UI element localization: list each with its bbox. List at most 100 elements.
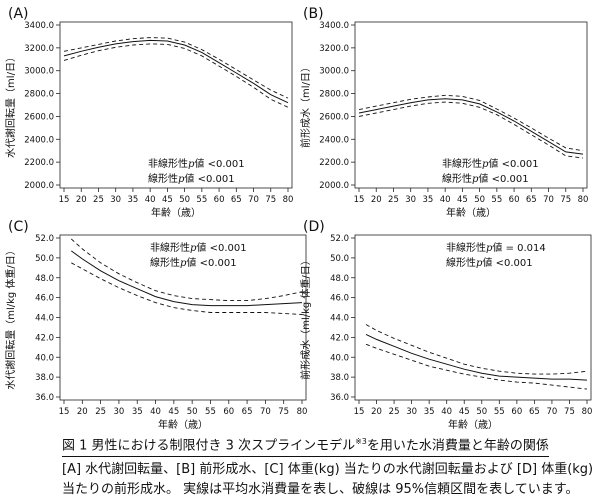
panel-3-y-tick-label: 50.0 (35, 254, 54, 264)
caption-title-sup: ※3 (355, 437, 367, 446)
panel-4-y-tick-label: 42.0 (330, 333, 349, 343)
panel-2-x-tick-label: 65 (526, 195, 537, 205)
panel-2-x-tick-label: 45 (457, 195, 468, 205)
figure-caption: 図 1 男性における制限付き 3 次スプラインモデル※3を用いた水消費量と年齢の… (62, 433, 602, 500)
panel-3-x-tick-label: 35 (132, 407, 143, 417)
panel-4-x-tick-label: 65 (529, 407, 540, 417)
panel-2-plot-frame (354, 21, 588, 189)
panel-2-annotation-2: 線形性p値 <0.001 (442, 172, 529, 185)
panel-2-y-tick-label: 2000.0 (319, 181, 349, 191)
panel-3-label: (C) (8, 219, 29, 235)
panel-4-ci-line-1 (365, 324, 588, 375)
panel-1-y-tick-label: 3200.0 (24, 44, 54, 54)
panel-4-x-tick-label: 30 (406, 407, 417, 417)
figure-panels: (A) 2000.0 2200.0 2400.0 2600.0 2800.0 3000.0 3… (4, 6, 593, 430)
panel-3-y-axis-label: 水代謝回転量（ml/kg 体重/日） (4, 245, 17, 390)
panel-2-x-tick-label: 75 (560, 195, 571, 205)
panel-3-x-tick-label: 20 (77, 407, 88, 417)
panel-4-x-axis-label: 年齢（歳） (448, 418, 498, 430)
panel-4-x-tick-label: 40 (441, 407, 452, 417)
panel-3-y-tick-label: 46.0 (35, 294, 54, 304)
panel-1-y-tick-label: 2000.0 (24, 181, 54, 191)
panel-4-x-tick-label: 15 (354, 407, 365, 417)
panel-4-x-tick-label: 45 (459, 407, 470, 417)
panel-2-x-tick-label: 55 (491, 195, 502, 205)
panel-2-y-axis-label: 前形成水（ml/日） (299, 62, 312, 148)
panel-4-y-axis-label: 前形成水（ml/kg 体重/日） (299, 255, 312, 380)
panel-1-y-tick-label: 2400.0 (24, 135, 54, 145)
panel-3-y-tick-label: 42.0 (35, 333, 54, 343)
panel-2-x-tick-label: 60 (509, 195, 520, 205)
panel-1-x-tick-label: 45 (162, 195, 173, 205)
panel-2-x-tick-label: 15 (354, 195, 365, 205)
panel-2-annotation-1: 非線形性p値 <0.001 (442, 157, 539, 170)
panel-2-y-tick-label: 2800.0 (319, 90, 349, 100)
panel-4-x-tick-label: 55 (494, 407, 505, 417)
panel-3-x-tick-label: 15 (59, 407, 70, 417)
panel-3-y-tick-label: 48.0 (35, 274, 54, 284)
panel-3-y-tick-label: 36.0 (35, 393, 54, 403)
panel-1-x-tick-label: 20 (76, 195, 87, 205)
panel-2-y-tick-label: 2400.0 (319, 135, 349, 145)
panel-4-y-tick-label: 46.0 (330, 294, 349, 304)
panel-3-x-tick-label: 30 (114, 407, 125, 417)
panel-1-y-tick-label: 2600.0 (24, 112, 54, 122)
panel-4-x-tick-label: 70 (547, 407, 558, 417)
panel-2-x-tick-label: 50 (474, 195, 485, 205)
panel-1-ci-line-2 (63, 43, 289, 108)
panel-3-x-tick-label: 80 (297, 407, 308, 417)
panel-3-x-tick-label: 45 (168, 407, 179, 417)
panel-4-annotation-1: 非線形性p値 = 0.014 (446, 241, 546, 254)
panel-3-x-tick-label: 75 (278, 407, 289, 417)
panel-2-x-tick-label: 30 (405, 195, 416, 205)
caption-body: [A] 水代謝回転量、[B] 前形成水、[C] 体重(kg) 当たりの水代謝回転… (62, 460, 602, 500)
panel-1-annotation-2: 線形性p値 <0.001 (148, 172, 235, 185)
panel-2-x-tick-label: 80 (578, 195, 589, 205)
panel-3-mean-line (71, 250, 303, 307)
panel-1-y-axis-label: 水代謝回転量（ml/日） (4, 52, 17, 158)
panel-1-plot-frame (59, 21, 293, 189)
caption-body-line-1: [A] 水代謝回転量、[B] 前形成水、[C] 体重(kg) 当たりの水代謝回転… (62, 462, 594, 478)
panel-4-y-tick-label: 50.0 (330, 254, 349, 264)
caption-title: 図 1 男性における制限付き 3 次スプラインモデル※3を用いた水消費量と年齢の… (62, 433, 549, 458)
panel-1-x-tick-label: 40 (145, 195, 156, 205)
panel-1-x-tick-label: 30 (110, 195, 121, 205)
panel-2-y-tick-label: 3200.0 (319, 44, 349, 54)
panel-4-ci-line-2 (365, 343, 588, 390)
panel-1-x-tick-label: 55 (196, 195, 207, 205)
panel-1-y-tick-label: 3000.0 (24, 67, 54, 77)
panel-4-x-tick-label: 35 (424, 407, 435, 417)
panel-2-ci-line-2 (358, 101, 584, 159)
panel-3-ci-line-1 (70, 238, 303, 302)
panel-1-x-tick-label: 70 (248, 195, 259, 205)
panel-1-y-tick-label: 2200.0 (24, 158, 54, 168)
panel-2-y-tick-label: 2200.0 (319, 158, 349, 168)
panel-4-mean-line (365, 333, 588, 381)
panel-1-x-tick-label: 65 (231, 195, 242, 205)
panel-1-x-tick-label: 50 (179, 195, 190, 205)
panel-4-y-tick-label: 40.0 (330, 353, 349, 363)
panel-2-label: (B) (303, 6, 324, 22)
panel-1-x-axis-label: 年齢（歳） (151, 206, 201, 219)
panel-2-x-tick-label: 40 (440, 195, 451, 205)
panel-1-x-tick-label: 25 (93, 195, 104, 205)
panel-4-annotation-2: 線形性p値 <0.001 (446, 256, 533, 269)
panel-4-y-tick-label: 48.0 (330, 274, 349, 284)
panel-3-y-tick-label: 38.0 (35, 373, 54, 383)
panel-1-y-tick-label: 2800.0 (24, 90, 54, 100)
panel-4-x-tick-label: 80 (582, 407, 593, 417)
panel-3-x-axis-label: 年齢（歳） (158, 418, 208, 430)
panel-4-x-tick-label: 20 (371, 407, 382, 417)
panel-2-x-axis-label: 年齢（歳） (446, 206, 496, 219)
panel-1-y-tick-label: 3400.0 (24, 21, 54, 31)
panel-4-y-tick-label: 52.0 (330, 234, 349, 244)
panel-4-y-tick-label: 36.0 (330, 393, 349, 403)
panel-3-y-tick-label: 52.0 (35, 234, 54, 244)
panel-1-label: (A) (8, 6, 29, 22)
panel-4-x-tick-label: 75 (564, 407, 575, 417)
panel-2-x-tick-label: 35 (423, 195, 434, 205)
panel-3-y-tick-label: 40.0 (35, 353, 54, 363)
panel-2-y-tick-label: 3400.0 (319, 21, 349, 31)
panel-1-x-tick-label: 80 (283, 195, 294, 205)
panel-3-x-tick-label: 40 (150, 407, 161, 417)
